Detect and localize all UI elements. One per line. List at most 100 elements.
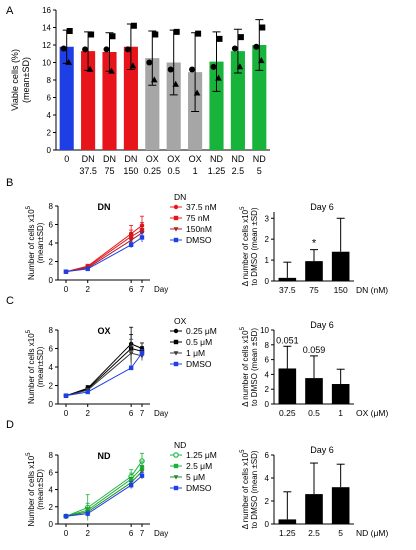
- marker: [109, 33, 116, 40]
- viability-bar-chart: 0 2 4 6 8 10 12 14 16 0 DN 37.5 DN 75 DN 150 OX 0.25 OX 0.5…: [10, 6, 270, 176]
- x-axis-label: OX (μM): [356, 408, 388, 418]
- marker: [151, 76, 158, 83]
- y-tick-label: 10: [42, 59, 51, 68]
- y-tick-label: 8: [49, 451, 54, 460]
- y-tick-label: 0: [265, 400, 270, 409]
- chart-title: Day 6: [310, 202, 334, 212]
- y-tick-label: 14: [42, 24, 51, 33]
- marker: [173, 237, 179, 243]
- y-tick-label: 12: [42, 41, 51, 50]
- y-axis-label-line2: (mean±SD): [36, 222, 45, 263]
- series-line: [65, 237, 143, 273]
- bar: [331, 487, 350, 524]
- marker: [173, 328, 179, 334]
- y-tick-label: 4: [47, 111, 52, 120]
- x-tick-label: OX: [189, 154, 202, 164]
- marker: [139, 350, 145, 356]
- y-tick-label: 2: [49, 503, 54, 512]
- series-line: [65, 352, 143, 397]
- bar: [252, 45, 267, 150]
- bar: [305, 494, 323, 524]
- legend-label: 0.25 μM: [186, 326, 217, 336]
- marker: [189, 66, 196, 73]
- y-axis-label-superscript: 5: [26, 205, 32, 209]
- x-tick-label: 6: [129, 409, 134, 418]
- x-tick-label: 0.25: [144, 166, 162, 176]
- y-tick-label: 0: [49, 276, 54, 285]
- legend-label: DMSO: [186, 235, 212, 245]
- y-tick-label: 4: [49, 486, 54, 495]
- y-tick-label: 16: [42, 6, 51, 15]
- marker: [215, 74, 222, 81]
- y-tick-label: 2: [49, 258, 54, 267]
- legend-title: DN: [174, 192, 186, 202]
- y-axis-label-superscript: 5: [240, 326, 246, 330]
- y-axis-label-superscript: 5: [240, 449, 246, 453]
- y-tick-label: 0: [265, 277, 270, 286]
- series-line: [65, 471, 143, 517]
- y-tick-label: 8: [47, 76, 52, 85]
- x-tick-label: OX: [167, 154, 180, 164]
- marker: [128, 482, 134, 488]
- x-tick-label: ND: [253, 154, 266, 164]
- bar: [230, 51, 245, 150]
- bar: [278, 277, 297, 281]
- chart-title: DN: [98, 202, 111, 212]
- marker: [66, 28, 73, 34]
- y-axis-label-superscript: 5: [26, 452, 32, 456]
- y-axis-label-text: Δ number of cells x10: [241, 330, 250, 407]
- x-tick-label: 0: [64, 529, 69, 538]
- x-tick-label: 0: [64, 154, 69, 164]
- y-axis-label: Δ number of cells x105: [240, 326, 250, 407]
- bar-annotation: 0.051: [276, 335, 299, 345]
- y-tick-label: 8: [265, 341, 270, 350]
- x-tick-label: ND: [231, 154, 244, 164]
- marker: [82, 46, 89, 53]
- panel-label-d: D: [6, 419, 14, 431]
- marker: [195, 30, 202, 37]
- series-line: [65, 467, 143, 517]
- marker: [128, 365, 134, 371]
- marker: [128, 242, 134, 248]
- y-axis-label: Δ number of cells x105: [240, 206, 250, 287]
- marker: [173, 452, 179, 458]
- x-axis-label: ND (μM): [356, 528, 388, 538]
- y-tick-label: 2: [49, 382, 54, 391]
- marker: [173, 475, 179, 480]
- legend-label: 0.5 μM: [186, 337, 212, 347]
- x-axis-label: Day: [154, 529, 168, 538]
- panel-label-a: A: [6, 5, 14, 17]
- marker: [103, 46, 110, 53]
- marker: [128, 351, 134, 356]
- marker: [85, 511, 90, 516]
- y-axis-label-text: Number of cells x10: [27, 209, 36, 280]
- y-axis-label-line2: to DMSO (mean ±SD): [250, 450, 259, 529]
- y-tick-label: 4: [49, 363, 54, 372]
- marker: [63, 393, 69, 398]
- x-tick-label: 0.5: [167, 166, 180, 176]
- bar: [123, 46, 138, 150]
- y-tick-label: 6: [47, 94, 52, 103]
- x-tick-label: 6: [129, 529, 134, 538]
- x-tick-label: ND: [210, 154, 223, 164]
- marker: [173, 339, 179, 345]
- y-tick-label: 2: [265, 385, 270, 394]
- y-tick-label: 10: [260, 326, 269, 335]
- x-tick-label: 0: [64, 285, 69, 294]
- marker: [130, 22, 137, 29]
- y-axis-label: Δ number of cells x105: [240, 449, 250, 530]
- marker: [63, 514, 69, 519]
- bar: [305, 378, 323, 404]
- legend-label: DMSO: [186, 483, 212, 493]
- y-tick-label: 0: [49, 520, 54, 529]
- chart-title: ND: [98, 451, 111, 461]
- y-axis-label-text: Δ number of cells x10: [241, 452, 250, 529]
- x-tick-label: 2: [85, 529, 90, 538]
- nd-day6-bar-chart: 0 2 4 6 1.25 2.5 5 ND (μM) Day 6 Δ number of cell…: [240, 445, 388, 538]
- bar: [102, 52, 117, 150]
- x-tick-label: 5: [257, 166, 262, 176]
- y-axis-label-line2: (mean±SD): [36, 469, 45, 510]
- x-tick-label: 37.5: [79, 166, 97, 176]
- x-tick-label: 1.25: [208, 166, 226, 176]
